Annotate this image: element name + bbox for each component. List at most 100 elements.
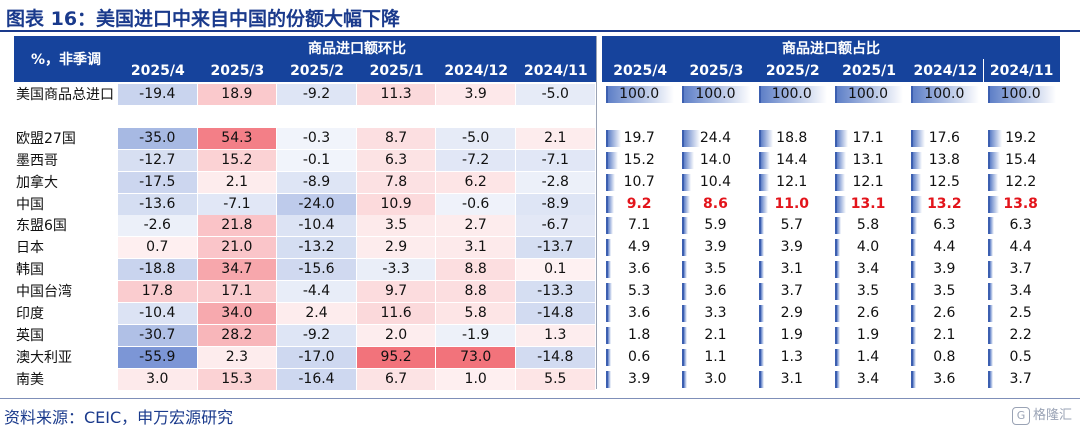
share-databar — [987, 326, 993, 344]
share-databar — [606, 239, 612, 257]
share-cell: 3.7 — [984, 259, 1058, 280]
share-cell: 17.1 — [831, 128, 905, 149]
share-value: 3.7 — [780, 283, 803, 300]
share-cell: 2.9 — [755, 303, 829, 324]
share-value: 3.9 — [933, 261, 956, 278]
share-value: 3.4 — [856, 261, 880, 278]
mom-cell: 6.2 — [436, 171, 515, 193]
mom-cell: 7.8 — [356, 171, 436, 193]
table-row: 中国 -13.6 -7.1 -24.0 10.9 -0.6 -8.9 9.2 8.6 11.0 13… — [14, 193, 1060, 216]
mom-cell: -13.6 — [118, 193, 197, 215]
share-value: 12.1 — [776, 173, 808, 190]
share-value: 13.2 — [927, 195, 962, 212]
mom-cell — [118, 106, 197, 127]
mom-cell: -5.0 — [516, 84, 595, 105]
share-databar — [834, 129, 849, 147]
share-databar — [834, 283, 840, 301]
watermark-text: 格隆汇 — [1032, 408, 1072, 423]
share-databar — [987, 348, 993, 366]
row-label: 欧盟27国 — [16, 130, 76, 147]
share-cell: 3.0 — [678, 369, 752, 390]
period-header-share: 2025/3 — [678, 59, 755, 82]
mom-cell: 21.0 — [197, 237, 277, 259]
period-header-share: 2024/12 — [907, 59, 984, 82]
share-value: 100.0 — [619, 86, 660, 102]
share-databar — [911, 86, 980, 103]
mom-cell: -8.9 — [516, 193, 595, 215]
share-value: 3.0 — [704, 370, 727, 387]
share-value: 12.1 — [852, 173, 884, 190]
share-value: 3.5 — [704, 261, 727, 278]
share-cell: 100.0 — [831, 84, 905, 105]
mom-cell: -5.0 — [436, 127, 515, 149]
mom-cell: -9.2 — [277, 324, 356, 346]
share-value: 2.5 — [1009, 305, 1032, 321]
figure-title: 图表 16：美国进口中来自中国的份额大幅下降 — [6, 8, 401, 30]
share-cell — [678, 106, 752, 127]
share-databar — [987, 283, 993, 301]
share-value: 13.8 — [928, 151, 960, 168]
share-databar — [987, 173, 998, 191]
row-label: 中国 — [16, 196, 44, 213]
share-cell — [907, 106, 981, 127]
mom-cell: -2.8 — [516, 171, 595, 193]
group-header-share: 商品进口额占比 — [602, 36, 1060, 59]
share-cell: 100.0 — [907, 84, 981, 105]
share-cell: 3.9 — [907, 259, 981, 280]
share-cell: 3.7 — [984, 369, 1058, 390]
share-cell: 3.5 — [678, 259, 752, 280]
share-databar — [987, 86, 1056, 103]
share-value: 3.3 — [704, 305, 727, 321]
share-cell: 13.8 — [907, 150, 981, 171]
row-label: 印度 — [16, 306, 44, 322]
share-databar — [911, 261, 917, 279]
mom-cell: -14.8 — [516, 303, 595, 324]
share-cell: 1.4 — [831, 347, 905, 368]
share-value: 1.8 — [628, 326, 651, 343]
share-cell: 1.8 — [602, 325, 676, 346]
share-cell: 3.4 — [984, 281, 1058, 302]
share-cell: 3.4 — [831, 259, 905, 280]
share-databar — [682, 195, 690, 213]
share-value: 18.8 — [776, 129, 808, 146]
share-value: 2.2 — [1009, 326, 1032, 343]
mom-cell: -7.2 — [436, 149, 515, 171]
row-label: 南美 — [16, 371, 44, 388]
mom-cell: 3.0 — [118, 368, 197, 390]
share-databar — [987, 261, 993, 279]
share-databar — [606, 129, 622, 147]
row-label: 中国台湾 — [16, 284, 72, 301]
share-value: 2.9 — [780, 305, 803, 321]
import-table: %，非季调 商品进口额环比 商品进口额占比 2025/4 2025/4 2025/3… — [14, 36, 1060, 390]
table-row: 美国商品总进口 -19.4 18.9 -9.2 11.3 3.9 -5.0 100.0 100.… — [14, 84, 1060, 106]
share-databar — [606, 326, 611, 344]
share-value: 2.6 — [933, 305, 956, 321]
share-cell: 6.3 — [907, 215, 981, 236]
share-cell: 3.5 — [907, 281, 981, 302]
share-databar — [682, 261, 688, 279]
share-value: 3.9 — [704, 239, 727, 256]
mom-cell: 2.3 — [197, 346, 277, 368]
share-databar — [606, 283, 612, 301]
source-note: 资料来源：CEIC，申万宏源研究 — [4, 408, 234, 427]
mom-cell: -19.4 — [118, 84, 197, 105]
mom-cell: -6.7 — [516, 215, 595, 237]
share-cell: 3.6 — [602, 303, 676, 324]
share-cell: 13.1 — [831, 194, 905, 215]
share-cell: 15.4 — [984, 150, 1058, 171]
share-value: 5.9 — [704, 217, 727, 234]
share-cell: 12.1 — [755, 172, 829, 193]
share-databar — [758, 283, 764, 301]
table-row: 欧盟27国 -35.0 54.3 -0.3 8.7 -5.0 2.1 19.7 24.4 18.8… — [14, 127, 1060, 150]
share-value: 1.9 — [780, 326, 803, 343]
share-cell: 0.5 — [984, 347, 1058, 368]
mom-cell: 15.2 — [197, 149, 277, 171]
share-value: 14.0 — [699, 151, 732, 168]
share-databar — [606, 173, 616, 191]
share-cell: 10.7 — [602, 172, 676, 193]
footer-divider — [0, 398, 1080, 399]
share-databar — [911, 195, 922, 213]
mom-cell — [436, 106, 515, 127]
share-cell: 3.4 — [831, 369, 905, 390]
share-databar — [758, 151, 771, 169]
